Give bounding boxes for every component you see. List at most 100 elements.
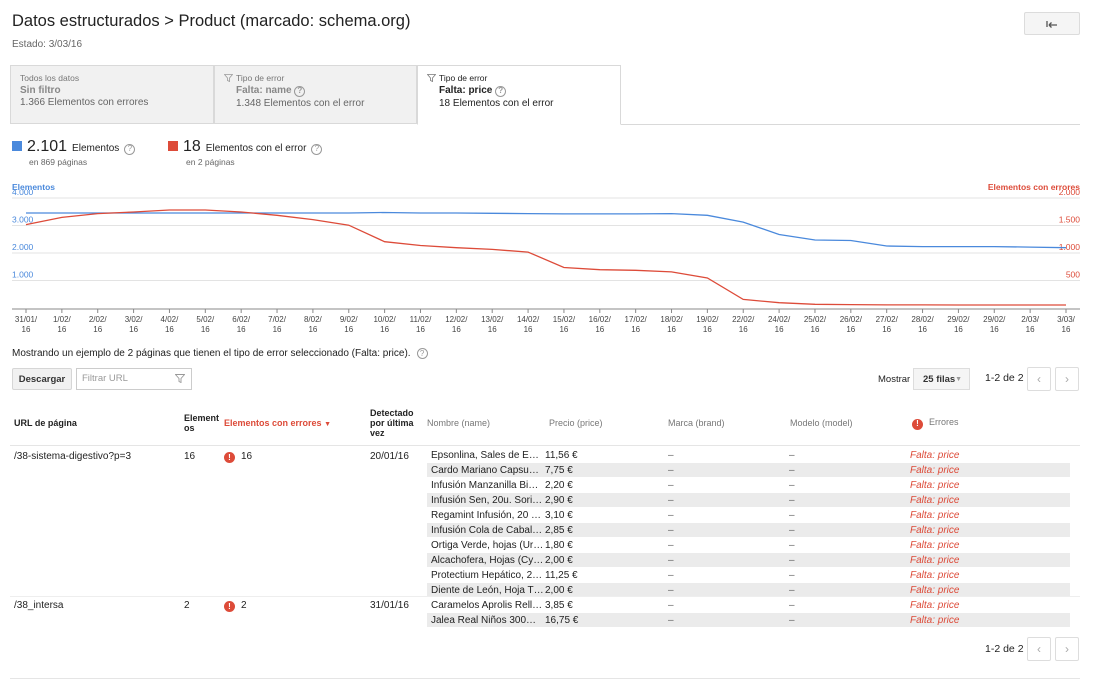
funnel-icon <box>175 374 185 383</box>
back-button[interactable] <box>1024 12 1080 35</box>
filter-card-all[interactable]: Todos los datos Sin filtro 1.366 Element… <box>10 65 214 124</box>
x-tick-label: 6/02/ <box>232 315 251 324</box>
col-header-name[interactable]: Nombre (name) <box>427 418 491 428</box>
x-tick-label: 26/02/ <box>840 315 863 324</box>
arrow-left-icon <box>1046 20 1057 28</box>
page-title: Datos estructurados > Product (marcado: … <box>12 12 411 30</box>
filter-card-value: Falta: price <box>439 85 493 96</box>
x-tick-label: 22/02/ <box>732 315 755 324</box>
col-header-elements[interactable]: Element os <box>184 413 220 433</box>
x-tick-label: 7/02/ <box>268 315 287 324</box>
x-tick-label-year: 16 <box>488 325 497 334</box>
x-tick-label-year: 16 <box>811 325 820 334</box>
filter-card-missing-price[interactable]: Tipo de error Falta: price ? 18 Elemento… <box>417 65 621 125</box>
product-row: Ortiga Verde, hojas (Ur… 1,80 € – – Falta: p… <box>427 538 1070 552</box>
divider <box>621 124 1080 125</box>
row-elements: 16 <box>184 451 196 462</box>
help-icon[interactable]: ? <box>311 143 323 155</box>
product-row: Caramelos Aprolis Rell… 3,85 € – – Falta: pr… <box>427 598 1070 612</box>
product-brand: – <box>668 539 674 551</box>
row-url[interactable]: /38-sistema-digestivo?p=3 <box>14 451 132 462</box>
product-model: – <box>789 479 795 491</box>
help-icon[interactable]: ? <box>294 85 306 97</box>
filter-card-count: 1.366 Elementos con errores <box>20 97 149 108</box>
col-header-errs[interactable]: ! Errores <box>912 417 959 430</box>
product-price: 3,85 € <box>545 599 573 611</box>
col-header-model[interactable]: Modelo (model) <box>790 418 853 428</box>
x-tick-label-year: 16 <box>595 325 604 334</box>
rows-per-page-value: 25 filas <box>923 374 956 385</box>
metric-errors[interactable]: 18 Elementos con el error ? <box>168 138 323 156</box>
product-name: Protectium Hepático, 2… <box>431 569 543 581</box>
x-tick-label-year: 16 <box>990 325 999 334</box>
x-tick-label: 29/02/ <box>983 315 1006 324</box>
filter-card-value: Falta: name <box>236 85 292 96</box>
x-tick-label-year: 16 <box>703 325 712 334</box>
metric-elements[interactable]: 2.101 Elementos ? <box>12 138 136 156</box>
col-header-errors[interactable]: Elementos con errores ▼ <box>224 418 331 430</box>
right-axis-title: Elementos con errores <box>987 182 1080 192</box>
product-brand: – <box>668 524 674 536</box>
pager-status: 1-2 de 2 <box>985 372 1024 384</box>
col-header-url[interactable]: URL de página <box>14 418 77 428</box>
x-tick-label: 31/01/ <box>15 315 38 324</box>
product-brand: – <box>668 494 674 506</box>
x-tick-label: 15/02/ <box>553 315 576 324</box>
x-tick-label-year: 16 <box>237 325 246 334</box>
download-button[interactable]: Descargar <box>12 368 72 390</box>
error-icon: ! <box>912 418 923 430</box>
left-tick-label: 1.000 <box>12 270 34 280</box>
help-icon[interactable]: ? <box>495 85 507 97</box>
row-elements: 2 <box>184 600 190 611</box>
prev-page-button[interactable]: ‹ <box>1027 367 1051 391</box>
x-tick-label-year: 16 <box>882 325 891 334</box>
x-tick-label: 25/02/ <box>804 315 827 324</box>
row-errors: ! 2 <box>224 600 247 612</box>
col-header-detected[interactable]: Detectado por última vez <box>370 408 414 438</box>
next-page-button[interactable]: › <box>1055 367 1079 391</box>
row-url[interactable]: /38_intersa <box>14 600 64 611</box>
x-tick-label: 11/02/ <box>410 315 432 324</box>
x-tick-label: 3/02/ <box>125 315 144 324</box>
row-errors: ! 16 <box>224 451 252 463</box>
product-brand: – <box>668 449 674 461</box>
sample-description: Mostrando un ejemplo de 2 páginas que ti… <box>12 348 428 359</box>
product-model: – <box>789 614 795 626</box>
filter-card-label: Tipo de error <box>236 73 285 83</box>
row-detected: 31/01/16 <box>370 600 409 611</box>
filter-card-missing-name[interactable]: Tipo de error Falta: name ? 1.348 Elemen… <box>214 65 417 124</box>
x-tick-label-year: 16 <box>667 325 676 334</box>
rows-per-page-select[interactable]: 25 filas ▼ <box>913 368 970 390</box>
url-filter-placeholder: Filtrar URL <box>82 373 128 384</box>
x-tick-label: 2/03/ <box>1021 315 1040 324</box>
x-tick-label-year: 16 <box>739 325 748 334</box>
x-tick-label: 10/02/ <box>373 315 396 324</box>
x-tick-label: 9/02/ <box>340 315 359 324</box>
help-icon[interactable]: ? <box>124 143 136 155</box>
help-icon[interactable]: ? <box>416 348 428 359</box>
footer-next-page-button[interactable]: › <box>1055 637 1079 661</box>
status-date: Estado: 3/03/16 <box>12 39 83 50</box>
series-line-elements <box>26 211 1067 249</box>
product-row: Infusión Manzanilla Bi… 2,20 € – – Falta: pr… <box>427 478 1070 492</box>
line-chart[interactable]: 4.000 3.000 2.000 1.000 2.000 1.500 1.000 500 31… <box>0 190 1100 340</box>
product-price: 2,85 € <box>545 524 573 536</box>
row-errors-value: 2 <box>241 600 247 611</box>
product-name: Diente de León, Hoja T… <box>431 584 544 596</box>
col-header-price[interactable]: Precio (price) <box>549 418 603 428</box>
row-detected: 20/01/16 <box>370 451 409 462</box>
x-tick-label-year: 16 <box>1062 325 1071 334</box>
product-model: – <box>789 524 795 536</box>
product-error: Falta: price <box>910 449 960 461</box>
product-price: 3,10 € <box>545 509 573 521</box>
product-price: 7,75 € <box>545 464 573 476</box>
product-brand: – <box>668 464 674 476</box>
product-error: Falta: price <box>910 524 960 536</box>
url-filter-input[interactable]: Filtrar URL <box>76 368 192 390</box>
sample-text: Mostrando un ejemplo de 2 páginas que ti… <box>12 348 411 359</box>
footer-prev-page-button[interactable]: ‹ <box>1027 637 1051 661</box>
legend-swatch-red <box>168 141 178 151</box>
product-error: Falta: price <box>910 479 960 491</box>
col-header-brand[interactable]: Marca (brand) <box>668 418 725 428</box>
product-row: Infusión Cola de Cabal… 2,85 € – – Falta: pr… <box>427 523 1070 537</box>
